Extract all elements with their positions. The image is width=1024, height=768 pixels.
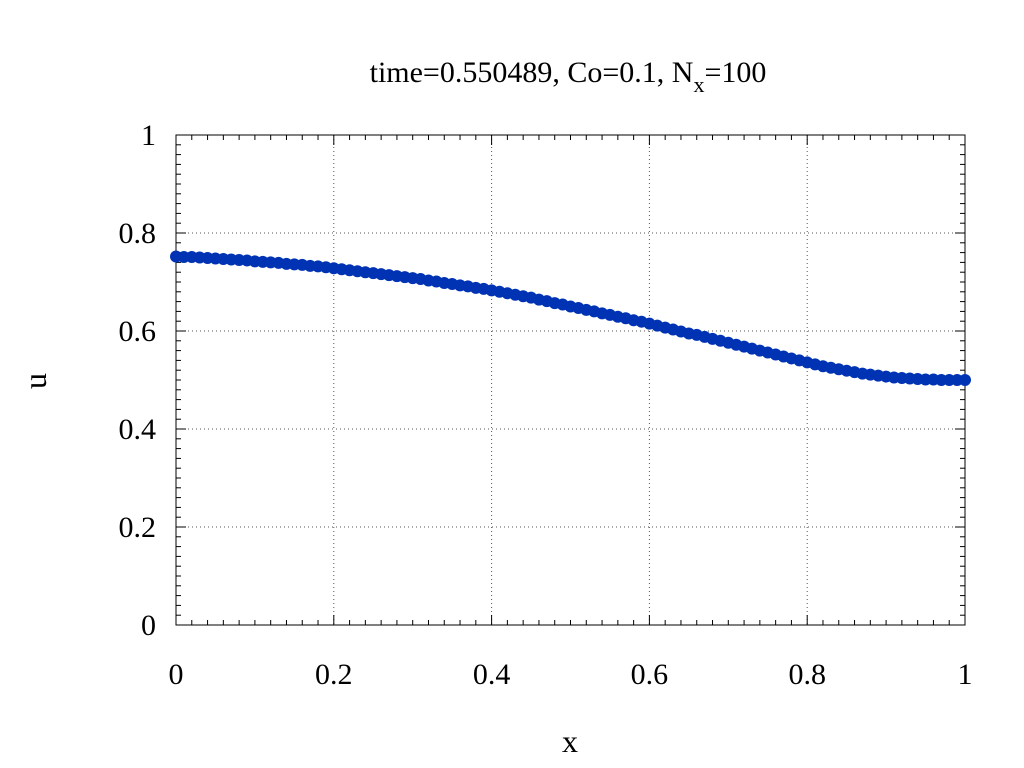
x-tick-label: 0.8 bbox=[788, 658, 826, 691]
tick-labels: 0 0.2 0.4 0.6 0.8 1 0 0.2 0.4 0.6 0.8 1 bbox=[119, 119, 973, 691]
data-point bbox=[959, 374, 971, 386]
y-tick-label: 0.2 bbox=[119, 511, 157, 544]
plot-frame bbox=[175, 134, 966, 626]
y-tick-label: 1 bbox=[141, 119, 156, 152]
tick-marks bbox=[175, 134, 966, 626]
chart-title: time=0.550489, Co=0.1, Nx=100 bbox=[370, 56, 767, 97]
grid bbox=[176, 135, 965, 625]
y-tick-label: 0.8 bbox=[119, 217, 157, 250]
y-tick-label: 0 bbox=[141, 609, 156, 642]
y-tick-label: 0.4 bbox=[119, 413, 157, 446]
chart-title-subscript: x bbox=[693, 72, 704, 97]
x-tick-label: 0.6 bbox=[631, 658, 669, 691]
x-tick-label: 0.4 bbox=[473, 658, 511, 691]
y-axis-label: u bbox=[17, 373, 53, 389]
y-tick-label: 0.6 bbox=[119, 315, 157, 348]
data-points bbox=[170, 250, 971, 386]
x-axis-label: x bbox=[562, 723, 578, 759]
chart-title-prefix: time=0.550489, Co=0.1, N bbox=[370, 56, 694, 89]
x-tick-label: 1 bbox=[958, 658, 973, 691]
x-tick-label: 0.2 bbox=[315, 658, 353, 691]
chart-title-suffix: =100 bbox=[704, 56, 766, 89]
x-tick-label: 0 bbox=[169, 658, 184, 691]
